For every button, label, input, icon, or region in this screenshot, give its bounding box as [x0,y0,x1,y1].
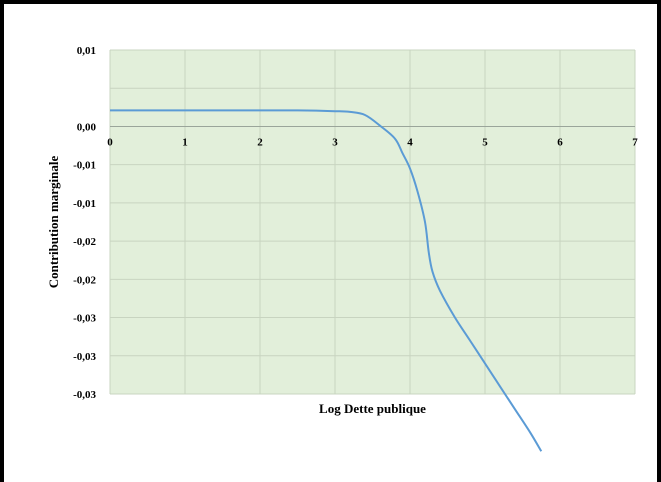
x-tick-label: 3 [332,136,338,148]
x-tick-label: 1 [182,136,188,148]
series-line [110,109,543,452]
y-axis-title: Contribution marginale [46,156,61,289]
x-tick-label: 4 [407,136,413,148]
x-tick-label: 6 [557,136,563,148]
y-tick-label: -0,03 [73,313,96,325]
y-tick-label: -0,01 [73,160,96,172]
series-group [110,109,543,452]
x-tick-label: 0 [107,136,113,148]
y-tick-label: -0,01 [73,198,96,210]
y-tick-label: -0,03 [73,389,96,401]
x-tick-label: 5 [482,136,488,148]
gridlines [109,49,636,395]
y-tick-label: 0,01 [77,45,96,57]
x-tick-label: 2 [257,136,263,148]
plot-area [110,50,635,394]
x-tick-labels: 0 1 2 3 4 5 6 7 [107,136,638,148]
y-tick-label: -0,02 [73,274,96,286]
x-axis-title: Log Dette publique [319,401,426,416]
y-tick-label: -0,03 [73,351,96,363]
y-tick-labels: 0,01 0,00 -0,01 -0,01 -0,02 -0,02 -0,03 -0,03 -0… [73,45,96,401]
y-tick-label: 0,00 [77,121,97,133]
x-tick-label: 7 [632,136,638,148]
y-tick-label: -0,02 [73,236,96,248]
